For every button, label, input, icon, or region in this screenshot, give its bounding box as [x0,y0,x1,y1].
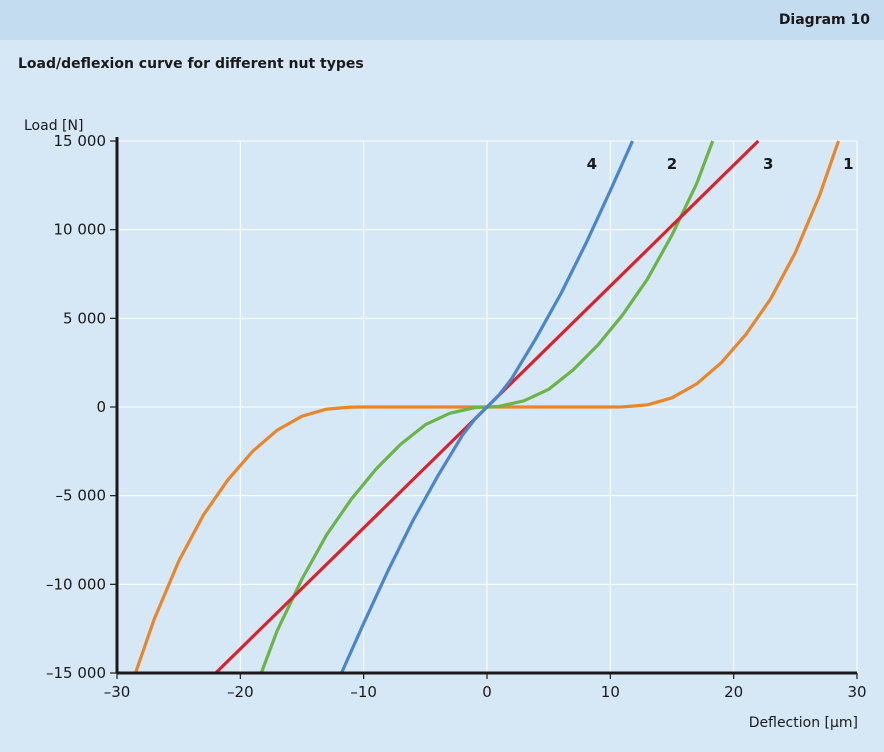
diagram-label: Diagram 10 [0,0,884,40]
x-tick-label: 10 [601,683,620,701]
x-tick-label: 20 [724,683,743,701]
axis-layer [110,137,858,679]
chart-title: Load/deflexion curve for different nut t… [18,56,364,72]
x-tick-label: 0 [482,683,492,701]
x-tick-label: –10 [350,683,377,701]
series-layer [133,139,841,675]
series-line-4 [340,140,634,674]
x-tick-label: –20 [227,683,254,701]
y-tick-label: 10 000 [54,221,107,239]
curve-label-3: 3 [763,155,773,173]
label-layer: –30 –20 –10 0 10 20 30 15 000 10 000 5 000 0 –5 000… [46,132,867,701]
y-tick-label: –10 000 [46,575,106,593]
y-axis-label: Load [N] [24,118,83,134]
y-tick-label: –15 000 [46,664,106,682]
grid-layer [117,140,858,673]
y-tick-label: 5 000 [63,309,106,327]
y-tick-label: 15 000 [54,132,107,150]
curve-label-4: 4 [587,155,597,173]
curve-label-2: 2 [667,155,677,173]
y-tick-label: –5 000 [56,487,106,505]
x-axis-label: Deflection [µm] [749,715,858,731]
x-tick-label: –30 [104,683,131,701]
x-tick-label: 30 [847,683,866,701]
curve-label-1: 1 [843,155,853,173]
y-tick-label: 0 [96,398,106,416]
